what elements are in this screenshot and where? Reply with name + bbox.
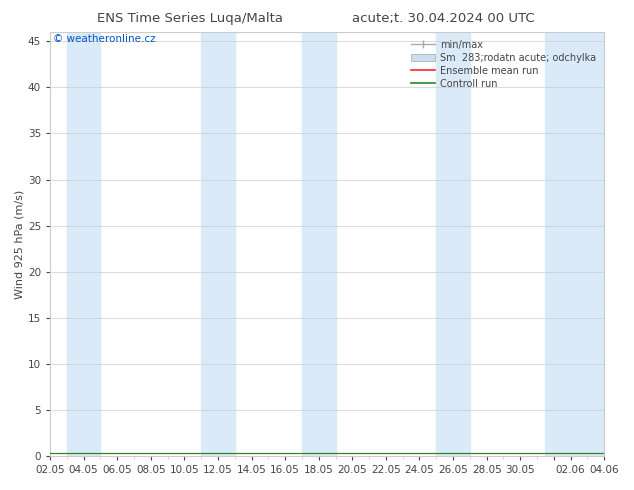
Bar — [201, 32, 235, 456]
Legend: min/max, Sm  283;rodatn acute; odchylka, Ensemble mean run, Controll run: min/max, Sm 283;rodatn acute; odchylka, … — [408, 37, 599, 92]
Text: acute;t. 30.04.2024 00 UTC: acute;t. 30.04.2024 00 UTC — [353, 12, 535, 25]
Bar — [67, 32, 100, 456]
Text: © weatheronline.cz: © weatheronline.cz — [53, 34, 155, 44]
Text: ENS Time Series Luqa/Malta: ENS Time Series Luqa/Malta — [97, 12, 283, 25]
Bar — [545, 32, 604, 456]
Bar — [436, 32, 470, 456]
Y-axis label: Wind 925 hPa (m/s): Wind 925 hPa (m/s) — [15, 190, 25, 299]
Bar — [302, 32, 335, 456]
